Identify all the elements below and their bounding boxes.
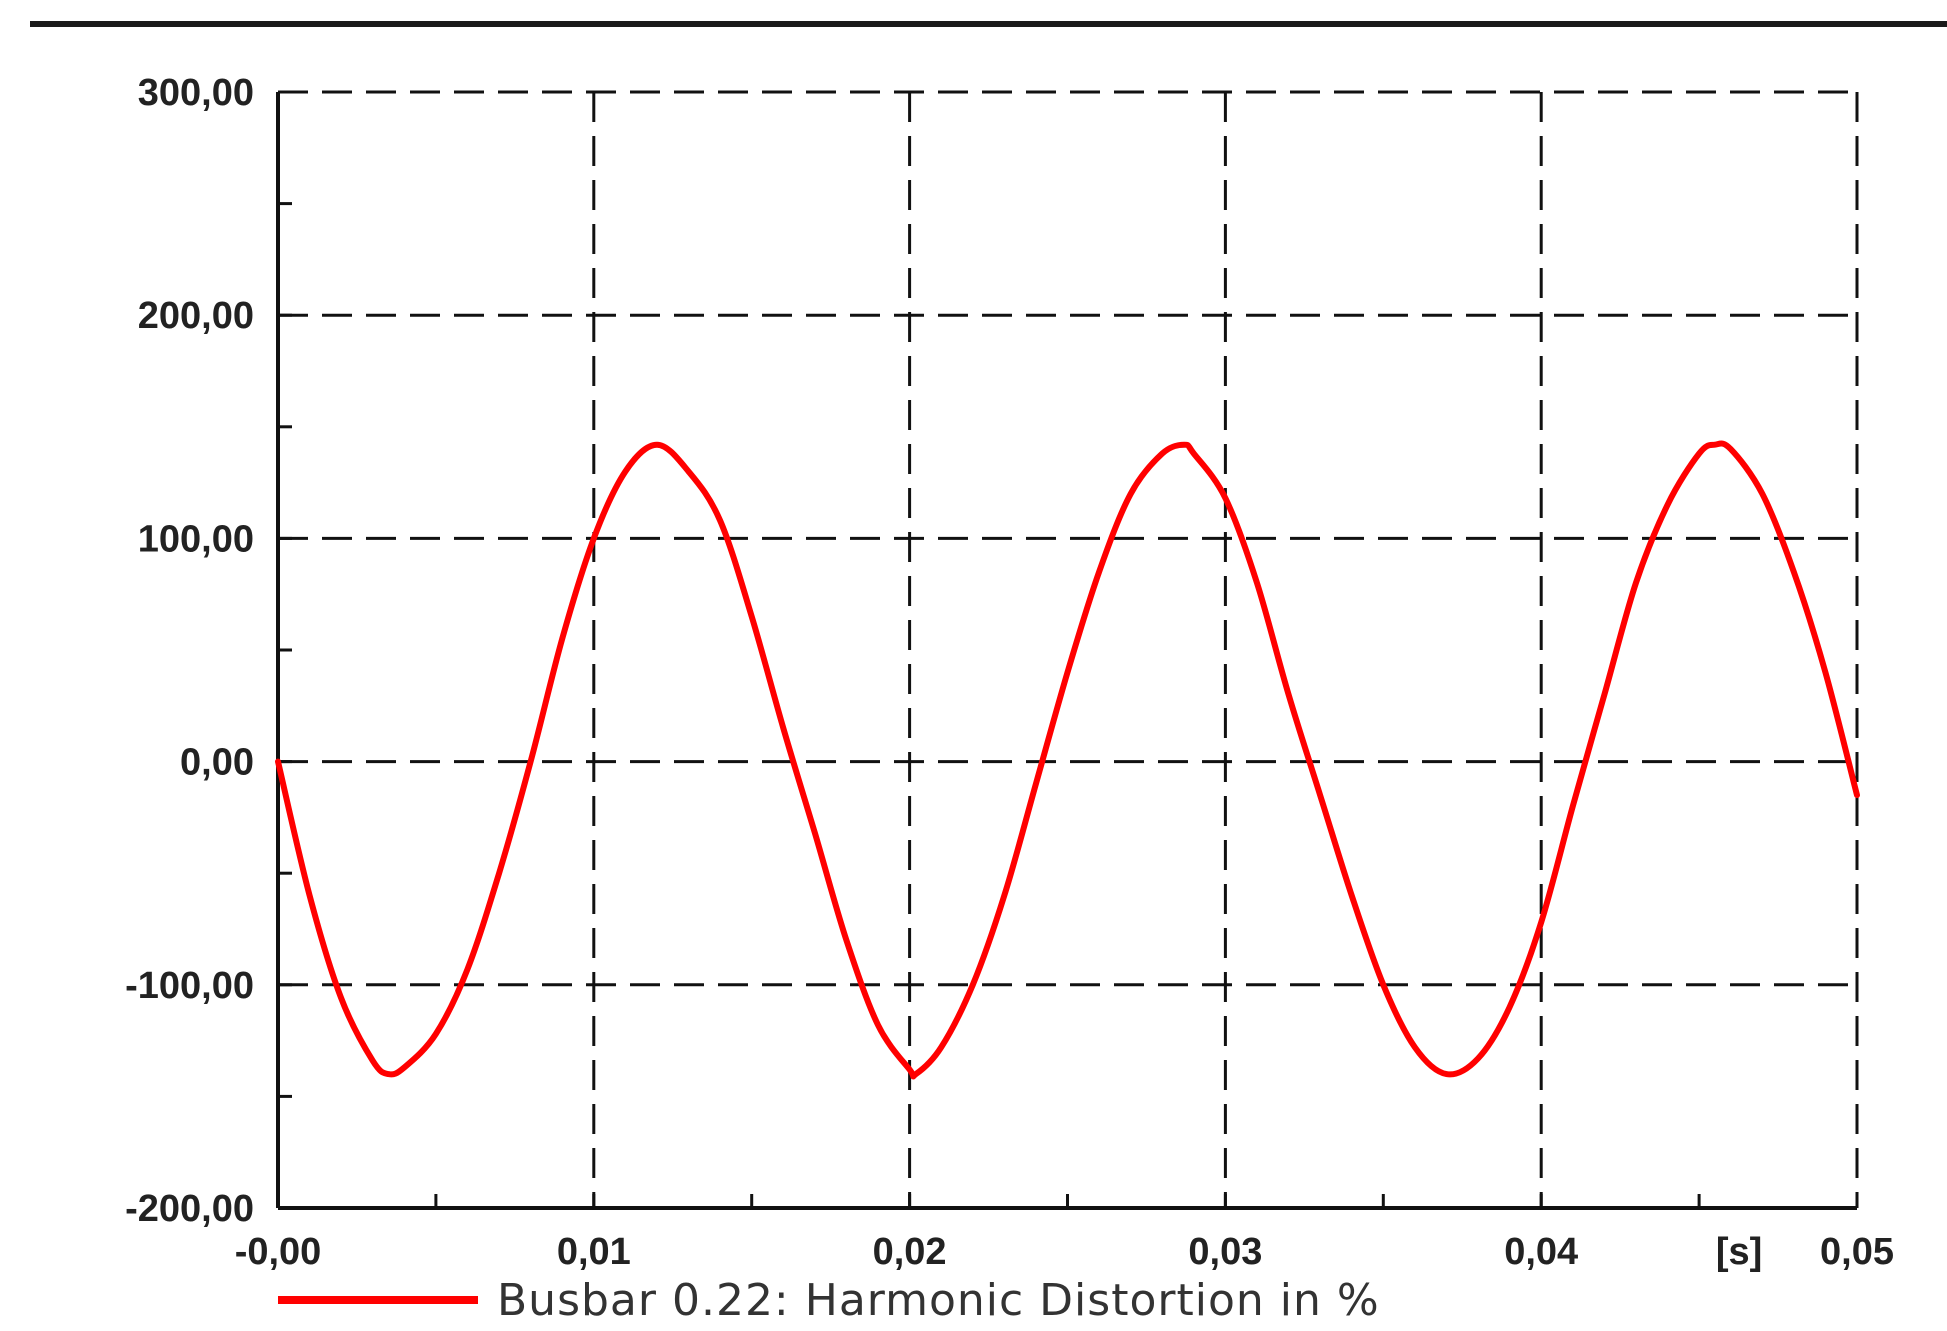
y-tick-label: -200,00 [125,1188,254,1230]
x-tick-label: 0,03 [1188,1231,1262,1273]
x-tick-label: -0,00 [235,1231,322,1273]
legend-label: Busbar 0.22: Harmonic Distortion in % [497,1275,1380,1326]
grid [278,90,1859,1208]
series-layer [275,440,1860,1080]
series-line [275,440,1860,1080]
x-tick-labels: -0,00 0,01 0,02 0,03 0,04 0,05 [235,1231,1894,1273]
tick-marks [276,90,1859,1210]
axes [276,92,1857,1210]
legend: Busbar 0.22: Harmonic Distortion in % [278,1275,1380,1326]
x-unit-label: [s] [1716,1231,1762,1273]
x-tick-label: 0,02 [873,1231,947,1273]
y-tick-label: 0,00 [180,742,254,784]
y-tick-label: -100,00 [125,965,254,1007]
y-tick-label: 300,00 [138,72,254,114]
x-tick-label: 0,01 [557,1231,631,1273]
x-tick-label: 0,05 [1820,1231,1894,1273]
x-tick-label: 0,04 [1504,1231,1578,1273]
y-tick-labels: -200,00 -100,00 0,00 100,00 200,00 300,00 [125,72,254,1230]
y-tick-label: 200,00 [138,295,254,337]
y-tick-label: 100,00 [138,518,254,560]
